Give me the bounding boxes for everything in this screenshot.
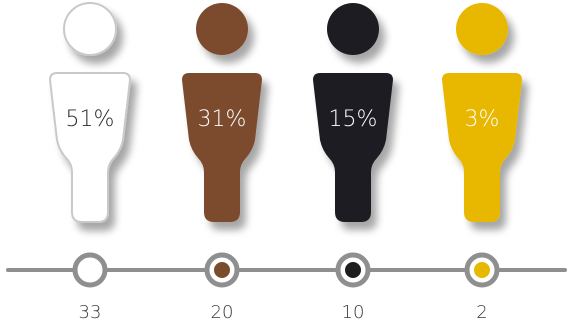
figure-head	[63, 2, 117, 56]
figure-head	[456, 3, 508, 55]
figure-1	[48, 2, 132, 223]
count-label: 2	[476, 302, 487, 323]
figure-3	[313, 3, 393, 222]
percent-label: 51%	[66, 107, 115, 132]
figure-body	[182, 73, 262, 222]
figure-2	[182, 3, 262, 222]
figures-group: 51% 31% 15% 3%	[48, 2, 522, 223]
timeline-marker	[204, 252, 240, 288]
figure-head	[327, 3, 379, 55]
percent-label: 3%	[465, 107, 500, 132]
timeline-marker	[335, 252, 371, 288]
figure-body	[313, 73, 393, 222]
percent-label: 31%	[198, 107, 247, 132]
figure-4	[442, 3, 522, 222]
figure-body	[442, 73, 522, 222]
percent-label: 15%	[329, 107, 378, 132]
count-label: 20	[211, 302, 234, 323]
timeline-marker	[464, 252, 500, 288]
figure-body	[48, 72, 132, 223]
timeline-markers	[72, 252, 500, 288]
figure-head	[196, 3, 248, 55]
count-label: 10	[342, 302, 365, 323]
count-labels: 33 20 10 2	[79, 302, 488, 323]
timeline-marker	[72, 252, 108, 288]
count-label: 33	[79, 302, 102, 323]
